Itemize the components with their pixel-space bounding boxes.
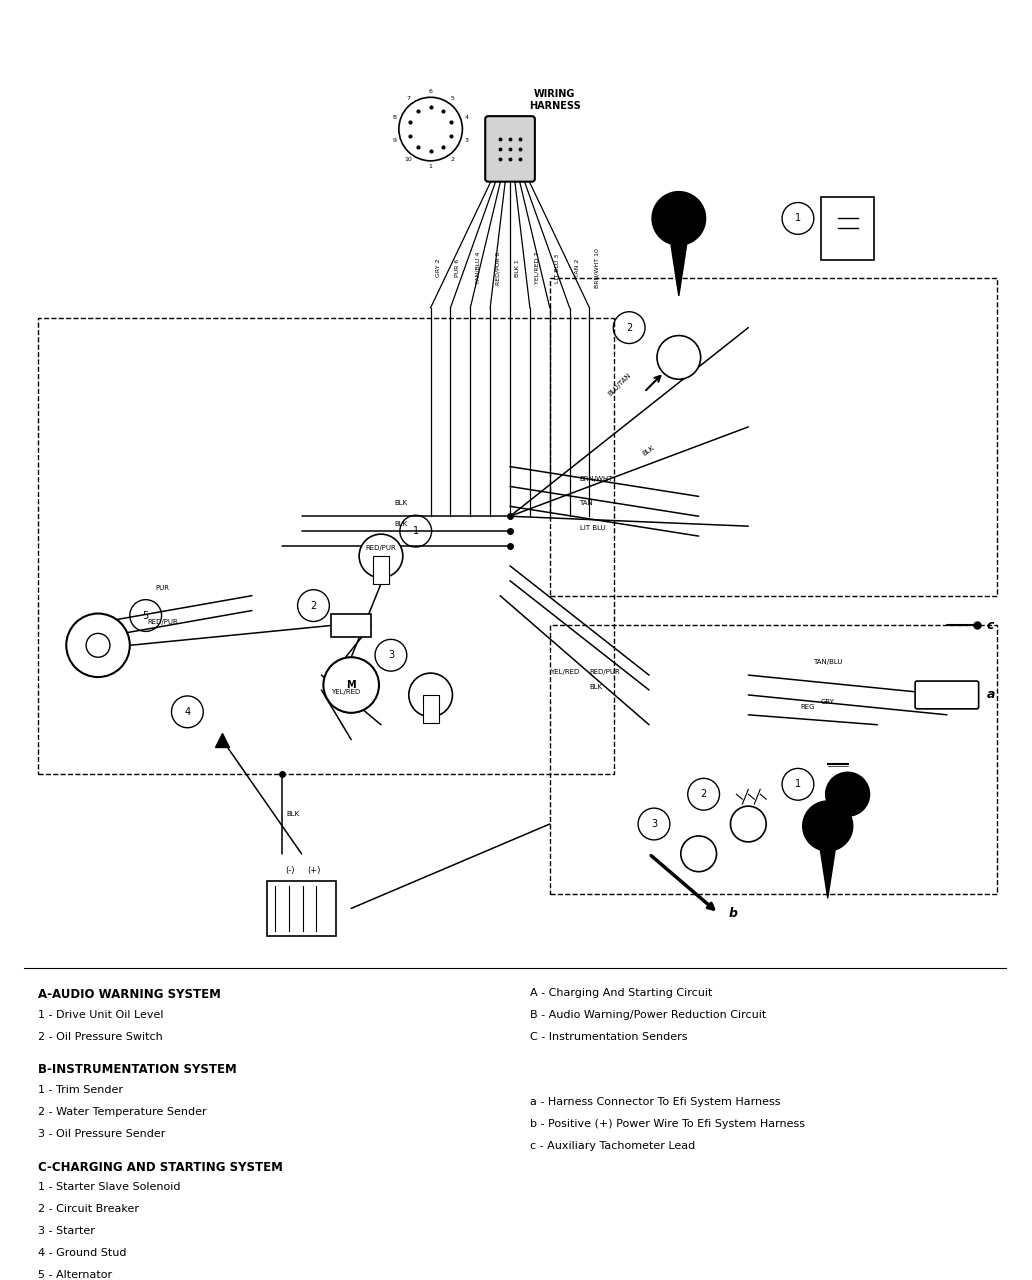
- Text: 6: 6: [428, 88, 432, 93]
- Text: 7: 7: [407, 96, 411, 101]
- Circle shape: [86, 634, 110, 657]
- Text: G: G: [94, 640, 102, 650]
- Text: b: b: [729, 906, 738, 920]
- Text: 9: 9: [393, 138, 396, 143]
- Text: 3 - Starter: 3 - Starter: [38, 1226, 95, 1236]
- Text: (+): (+): [307, 867, 320, 876]
- Text: A-AUDIO WARNING SYSTEM: A-AUDIO WARNING SYSTEM: [38, 988, 221, 1001]
- Text: BLK: BLK: [287, 812, 299, 817]
- Text: TAN/BLU: TAN/BLU: [813, 659, 842, 666]
- Text: BRN/WHT 10: BRN/WHT 10: [594, 248, 600, 288]
- Text: TAN: TAN: [580, 500, 593, 507]
- Text: 2: 2: [701, 790, 707, 799]
- Text: RED/PUR: RED/PUR: [589, 669, 620, 675]
- Text: BLK 1: BLK 1: [515, 259, 520, 276]
- Bar: [423, 695, 439, 723]
- Text: 4: 4: [185, 707, 191, 717]
- Circle shape: [323, 657, 379, 713]
- Text: PUR 6: PUR 6: [455, 259, 460, 278]
- Text: 3: 3: [651, 819, 657, 829]
- Text: TAN/BLU 4: TAN/BLU 4: [476, 252, 480, 284]
- Text: 5: 5: [451, 96, 455, 101]
- Text: RED/PUR 8: RED/PUR 8: [495, 251, 501, 284]
- Text: YEL/RED: YEL/RED: [550, 669, 580, 675]
- Text: RED/PUR: RED/PUR: [148, 620, 178, 626]
- FancyBboxPatch shape: [485, 116, 535, 182]
- Text: REG: REG: [801, 704, 815, 710]
- Circle shape: [826, 772, 869, 817]
- Text: B - Audio Warning/Power Reduction Circuit: B - Audio Warning/Power Reduction Circui…: [529, 1010, 766, 1020]
- Text: 8: 8: [393, 115, 396, 120]
- Text: BLU/TAN: BLU/TAN: [607, 372, 632, 397]
- Text: BLK: BLK: [394, 500, 408, 507]
- Bar: [550, 626, 997, 893]
- Circle shape: [731, 806, 766, 842]
- Text: 5 - Alternator: 5 - Alternator: [38, 1270, 112, 1280]
- Text: 1: 1: [795, 214, 801, 224]
- Text: 1 - Drive Unit Oil Level: 1 - Drive Unit Oil Level: [38, 1010, 164, 1020]
- Text: 2 - Oil Pressure Switch: 2 - Oil Pressure Switch: [38, 1032, 163, 1042]
- Text: 2: 2: [626, 323, 633, 333]
- Text: a - Harness Connector To Efi System Harness: a - Harness Connector To Efi System Harn…: [529, 1097, 780, 1107]
- Text: YEL/RED 7: YEL/RED 7: [535, 252, 540, 284]
- Text: 2 - Circuit Breaker: 2 - Circuit Breaker: [38, 1204, 139, 1215]
- Text: LIT BLU 3: LIT BLU 3: [555, 253, 559, 283]
- Text: LIT BLU: LIT BLU: [580, 525, 606, 531]
- Text: 4: 4: [464, 115, 469, 120]
- Text: TAN 2: TAN 2: [575, 259, 580, 278]
- Text: BRN/WHT: BRN/WHT: [580, 475, 613, 481]
- Bar: [373, 556, 389, 584]
- FancyBboxPatch shape: [820, 197, 874, 260]
- Text: 2 - Water Temperature Sender: 2 - Water Temperature Sender: [38, 1107, 207, 1117]
- Bar: [550, 278, 997, 595]
- Text: A - Charging And Starting Circuit: A - Charging And Starting Circuit: [529, 988, 712, 998]
- Text: 2: 2: [311, 600, 317, 611]
- Text: C-CHARGING AND STARTING SYSTEM: C-CHARGING AND STARTING SYSTEM: [38, 1161, 284, 1174]
- Text: PUR: PUR: [156, 585, 169, 590]
- Text: c: c: [987, 620, 994, 632]
- Text: 3: 3: [464, 138, 469, 143]
- Text: 2: 2: [451, 157, 455, 163]
- Text: (-): (-): [285, 867, 294, 876]
- Text: 3: 3: [388, 650, 394, 660]
- Text: BLK: BLK: [589, 684, 603, 690]
- Text: 10: 10: [405, 157, 413, 163]
- Circle shape: [359, 534, 402, 577]
- Polygon shape: [652, 192, 706, 296]
- Text: 1 - Starter Slave Solenoid: 1 - Starter Slave Solenoid: [38, 1183, 181, 1193]
- Text: c - Auxiliary Tachometer Lead: c - Auxiliary Tachometer Lead: [529, 1140, 696, 1151]
- Text: 3 - Oil Pressure Sender: 3 - Oil Pressure Sender: [38, 1129, 166, 1139]
- Text: b - Positive (+) Power Wire To Efi System Harness: b - Positive (+) Power Wire To Efi Syste…: [529, 1119, 805, 1129]
- Text: RED/PUR: RED/PUR: [365, 545, 396, 550]
- Text: 4 - Ground Stud: 4 - Ground Stud: [38, 1248, 127, 1258]
- Text: M: M: [347, 680, 356, 690]
- Text: BLK: BLK: [394, 521, 408, 527]
- FancyBboxPatch shape: [915, 681, 978, 709]
- Text: GRY 2: GRY 2: [436, 259, 441, 278]
- Text: WIRING
HARNESS: WIRING HARNESS: [528, 90, 581, 111]
- Circle shape: [398, 97, 462, 161]
- Text: BLK: BLK: [642, 444, 656, 457]
- Circle shape: [409, 673, 452, 717]
- Text: 1: 1: [795, 780, 801, 790]
- Text: 1: 1: [428, 164, 432, 169]
- Text: 1: 1: [413, 526, 419, 536]
- Text: B-INSTRUMENTATION SYSTEM: B-INSTRUMENTATION SYSTEM: [38, 1064, 237, 1076]
- Circle shape: [681, 836, 716, 872]
- Circle shape: [657, 335, 701, 379]
- Bar: [267, 881, 336, 936]
- Bar: [38, 317, 614, 774]
- Circle shape: [66, 613, 130, 677]
- Bar: [331, 613, 372, 637]
- Text: GRY: GRY: [820, 699, 835, 705]
- Text: YEL/RED: YEL/RED: [331, 689, 360, 695]
- Text: 1 - Trim Sender: 1 - Trim Sender: [38, 1085, 124, 1096]
- Text: C - Instrumentation Senders: C - Instrumentation Senders: [529, 1032, 687, 1042]
- Text: 5: 5: [142, 611, 149, 621]
- Text: a: a: [987, 689, 995, 701]
- Polygon shape: [803, 801, 852, 899]
